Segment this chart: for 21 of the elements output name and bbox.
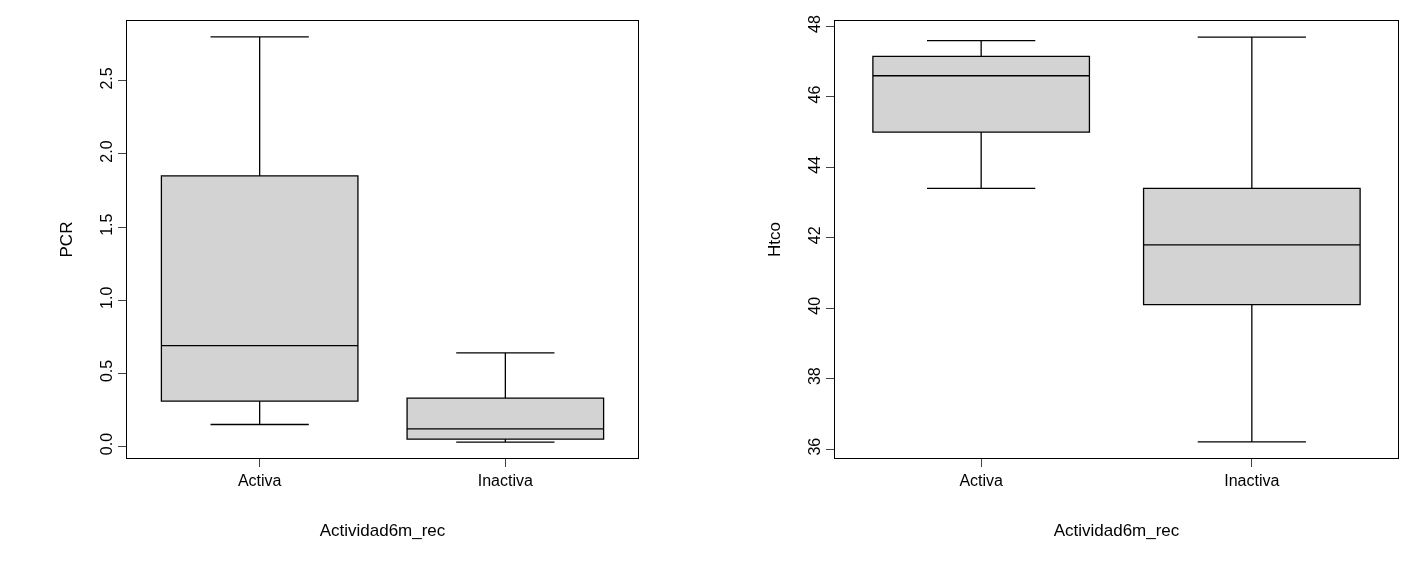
y-tick-label: 42 bbox=[805, 226, 823, 245]
y-tick-label: 48 bbox=[805, 15, 823, 33]
y-tick-label: 0.0 bbox=[97, 432, 115, 456]
y-tick-label: 0.5 bbox=[97, 359, 115, 383]
x-axis-title: Actividad6m_rec bbox=[319, 520, 446, 540]
x-tick-label: Activa bbox=[237, 472, 282, 490]
y-tick-label: 1.5 bbox=[97, 213, 115, 236]
x-tick-label: Inactiva bbox=[1224, 472, 1280, 490]
y-tick-label: 46 bbox=[805, 85, 823, 104]
x-tick-label: Activa bbox=[959, 472, 1004, 490]
y-tick-label: 2.0 bbox=[97, 140, 115, 163]
y-tick-label: 1.0 bbox=[97, 286, 115, 309]
y-tick-label: 36 bbox=[805, 437, 823, 456]
y-axis-title: Htco bbox=[765, 222, 785, 257]
x-tick-label: Inactiva bbox=[477, 472, 534, 490]
y-tick-label: 40 bbox=[805, 296, 823, 315]
y-tick-label: 2.5 bbox=[97, 67, 115, 90]
x-axis-title: Actividad6m_rec bbox=[1053, 520, 1180, 540]
y-tick-label: 38 bbox=[805, 367, 823, 386]
y-axis-title: PCR bbox=[57, 221, 77, 258]
y-tick-label: 44 bbox=[805, 155, 823, 174]
